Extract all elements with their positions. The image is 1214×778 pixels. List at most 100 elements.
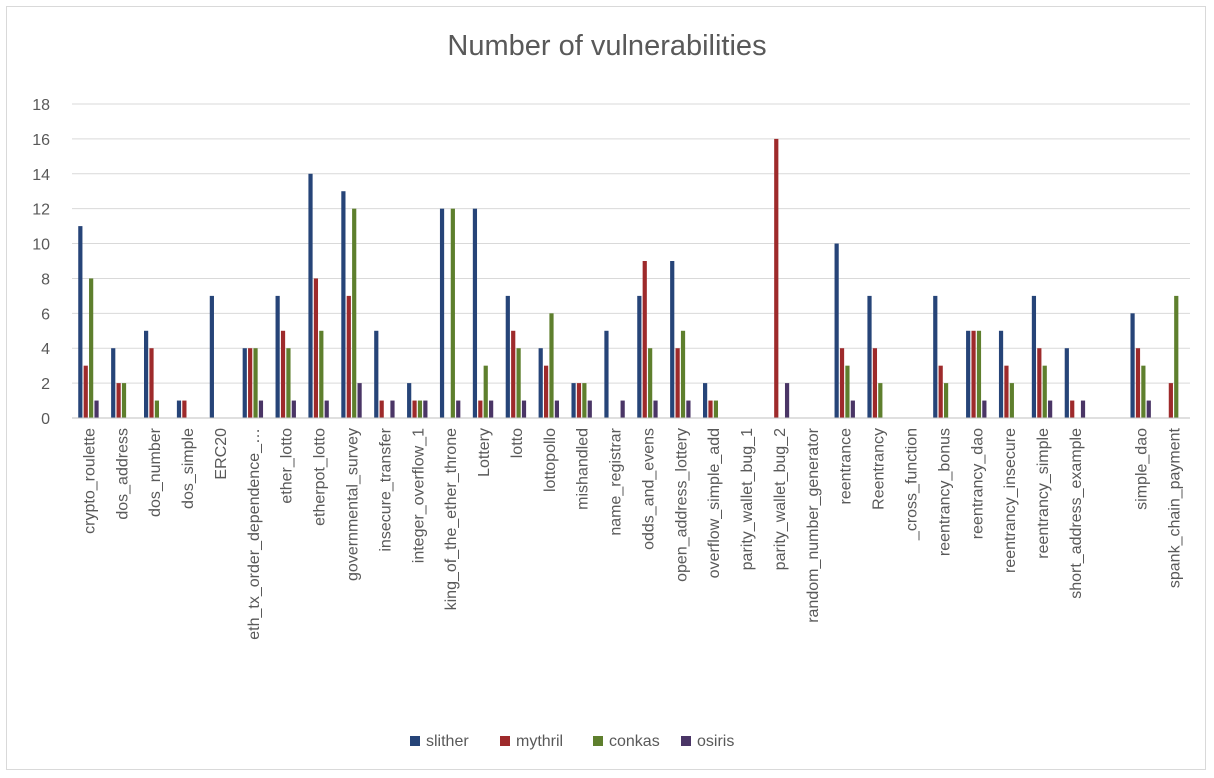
x-tick-label: dos_number [147, 427, 164, 517]
y-tick-label: 16 [32, 132, 50, 149]
bar-mythril [1070, 400, 1075, 418]
bar-slither [670, 261, 675, 418]
bar-conkas [1141, 365, 1146, 418]
bar-conkas [549, 313, 554, 418]
legend-label: conkas [609, 733, 660, 750]
bar-mythril [116, 383, 121, 418]
x-tick-label: king_of_the_ether_throne [443, 428, 460, 610]
bar-slither [308, 173, 313, 418]
bar-osiris [324, 400, 329, 418]
series-osiris [94, 383, 1151, 418]
bar-conkas [1042, 365, 1047, 418]
bar-mythril [412, 400, 417, 418]
x-tick-label: ether_lotto [279, 428, 296, 504]
x-tick-label: reentrancy_bonus [936, 428, 953, 556]
bar-mythril [248, 348, 253, 418]
bar-mythril [149, 348, 154, 418]
bar-mythril [511, 330, 516, 418]
y-tick-label: 8 [41, 271, 50, 288]
legend-item-osiris: osiris [681, 733, 734, 750]
y-tick-label: 14 [32, 167, 50, 184]
y-tick-label: 12 [32, 202, 50, 219]
bar-mythril [543, 365, 549, 418]
bar-mythril [938, 365, 943, 418]
bars [78, 138, 1179, 418]
x-tick-label: parity_wallet_bug_2 [772, 428, 789, 570]
x-tick-label: name_registrar [608, 427, 625, 535]
legend-item-conkas: conkas [593, 733, 660, 750]
y-tick-label: 6 [41, 306, 50, 323]
legend-label: slither [426, 733, 469, 750]
gridlines [72, 103, 1190, 384]
bar-osiris [587, 400, 592, 418]
bar-mythril [346, 295, 351, 418]
bar-conkas [845, 365, 850, 418]
bar-conkas [1009, 383, 1014, 418]
bar-osiris [1146, 400, 1151, 418]
x-tick-label: odds_and_evens [640, 428, 657, 550]
bar-osiris [291, 400, 296, 418]
x-tick-label: insecure_transfer [377, 427, 394, 551]
x-tick-label: etherpot_lotto [312, 428, 329, 526]
bar-osiris [423, 400, 428, 418]
bar-conkas [680, 330, 686, 418]
bar-mythril [839, 348, 845, 418]
bar-osiris [620, 400, 625, 418]
bar-slither [176, 400, 182, 418]
bar-conkas [483, 365, 488, 418]
y-axis-tick-labels: 0 2 4 6 8 10 12 14 16 18 [32, 97, 50, 428]
bar-mythril [83, 365, 88, 418]
bar-conkas [713, 400, 719, 418]
x-tick-label: overflow_simple_add [706, 428, 723, 578]
bar-slither [538, 348, 543, 418]
legend-swatch [593, 736, 603, 746]
x-tick-label: lottopollo [542, 428, 559, 492]
bar-mythril [313, 278, 319, 418]
bar-osiris [686, 400, 691, 418]
bar-osiris [94, 400, 99, 418]
bar-slither [209, 295, 214, 418]
bar-conkas [89, 278, 94, 418]
bar-slither [998, 330, 1004, 418]
bar-conkas [1174, 295, 1179, 418]
x-tick-label: simple_dao [1134, 428, 1151, 510]
x-tick-label: reentrancy_simple [1035, 428, 1052, 559]
bar-conkas [943, 383, 949, 418]
bar-osiris [653, 400, 658, 418]
legend-label: mythril [516, 733, 563, 750]
legend-swatch [500, 736, 510, 746]
bar-osiris [258, 400, 264, 418]
bar-slither [1031, 295, 1037, 418]
x-tick-label: governmental_survey [345, 428, 362, 581]
bar-osiris [521, 400, 527, 418]
series-conkas [89, 208, 1179, 418]
bar-slither [1130, 313, 1135, 418]
x-tick-label: Lottery [476, 428, 493, 477]
bar-mythril [1135, 348, 1141, 418]
x-tick-label: open_address_lottery [673, 428, 690, 582]
bar-mythril [576, 383, 582, 418]
bar-conkas [450, 208, 455, 418]
x-tick-label: mishandled [575, 428, 592, 510]
bar-conkas [976, 330, 982, 418]
series-slither [78, 173, 1135, 418]
bar-slither [111, 348, 116, 418]
bar-slither [407, 383, 412, 418]
bar-slither [834, 243, 839, 418]
x-tick-label: reentrancy_insecure [1002, 428, 1019, 573]
bar-slither [275, 295, 280, 418]
bar-mythril [642, 261, 647, 418]
bar-osiris [784, 383, 790, 418]
bar-mythril [1037, 348, 1042, 418]
y-tick-label: 2 [41, 376, 50, 393]
bar-mythril [872, 348, 878, 418]
bar-slither [505, 295, 510, 418]
bar-slither [637, 295, 642, 418]
x-tick-label: spank_chain_payment [1167, 427, 1184, 588]
bar-mythril [182, 400, 187, 418]
bar-slither [933, 295, 938, 418]
bar-slither [374, 330, 379, 418]
y-tick-label: 18 [32, 97, 50, 114]
x-axis-tick-labels: crypto_roulette dos_address dos_number dos_… [81, 427, 1183, 639]
